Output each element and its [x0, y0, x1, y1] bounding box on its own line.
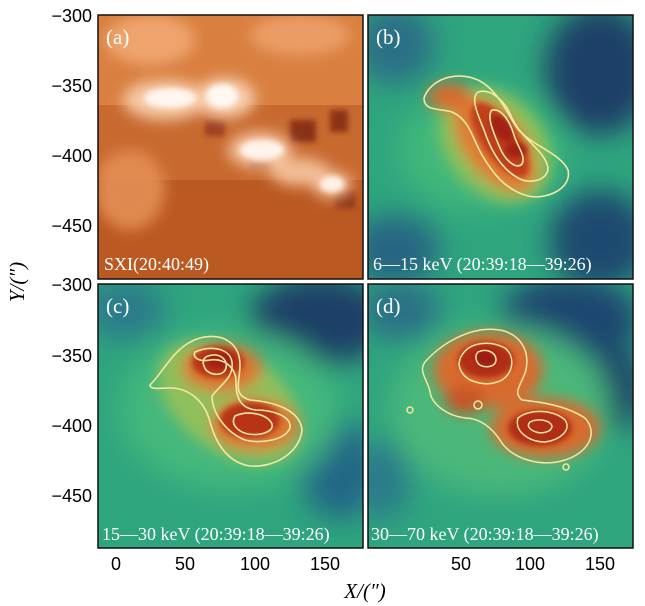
panel-b-frame — [367, 14, 634, 280]
y-axis-title: Y/(″) — [5, 262, 29, 302]
panel-a-caption: SXI(20:40:49) — [104, 254, 209, 275]
panel-c-contours — [149, 335, 303, 467]
panel-d-frame — [367, 283, 634, 549]
panel-c-hxr-image — [98, 284, 363, 548]
y-tick-label: −400 — [51, 416, 92, 436]
panel-c-frame — [97, 283, 364, 549]
panel-b-label: (b) — [376, 25, 401, 49]
panel-d-caption: 30—70 keV (20:39:18—39:26) — [371, 524, 599, 545]
panel-a-frame — [97, 14, 364, 280]
panel-d-hxr-image — [368, 284, 633, 548]
x-tick-label: 150 — [585, 554, 615, 574]
panel-c-label: (c) — [106, 294, 129, 318]
x-tick-label: 0 — [111, 554, 121, 574]
panel-d-contours — [406, 328, 592, 471]
y-tick-label: −300 — [51, 275, 92, 295]
panel-a-sxi-image — [98, 15, 363, 279]
y-tick-label: −450 — [51, 486, 92, 506]
y-tick-label: −350 — [51, 346, 92, 366]
x-tick-label: 50 — [175, 554, 195, 574]
y-tick-label: −300 — [51, 6, 92, 26]
x-tick-label: 100 — [240, 554, 270, 574]
panel-b-hxr-image — [368, 15, 633, 279]
y-tick-label: −350 — [51, 76, 92, 96]
panel-b-contours — [423, 75, 570, 198]
panel-a-label: (a) — [106, 25, 129, 49]
x-tick-label: 50 — [451, 554, 471, 574]
x-tick-label: 150 — [310, 554, 340, 574]
x-tick-label: 100 — [515, 554, 545, 574]
panel-d-label: (d) — [376, 294, 401, 318]
x-axis-title: X/(″) — [343, 579, 385, 603]
panel-b-caption: 6—15 keV (20:39:18—39:26) — [373, 254, 592, 275]
panel-c-caption: 15—30 keV (20:39:18—39:26) — [102, 524, 330, 545]
y-tick-label: −450 — [51, 216, 92, 236]
y-tick-label: −400 — [51, 146, 92, 166]
